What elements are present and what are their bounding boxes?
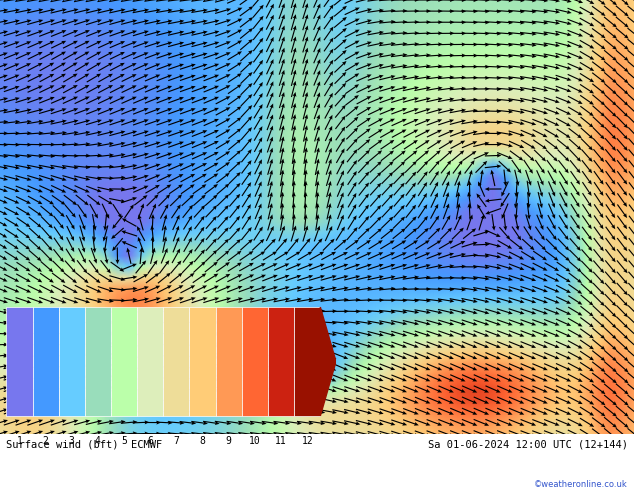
Text: 9: 9 xyxy=(226,436,231,445)
Bar xyxy=(111,307,137,416)
Text: Sa 01-06-2024 12:00 UTC (12+144): Sa 01-06-2024 12:00 UTC (12+144) xyxy=(428,439,628,449)
Polygon shape xyxy=(320,307,336,416)
Text: 4: 4 xyxy=(95,436,101,445)
Bar xyxy=(164,307,190,416)
Bar xyxy=(268,307,294,416)
Text: ©weatheronline.co.uk: ©weatheronline.co.uk xyxy=(534,480,628,489)
Text: 11: 11 xyxy=(275,436,287,445)
Text: 2: 2 xyxy=(42,436,49,445)
Bar xyxy=(190,307,216,416)
Bar xyxy=(6,307,32,416)
Bar xyxy=(85,307,111,416)
Bar xyxy=(137,307,164,416)
Bar xyxy=(59,307,85,416)
Text: 12: 12 xyxy=(301,436,313,445)
Bar xyxy=(32,307,59,416)
Text: 6: 6 xyxy=(147,436,153,445)
Text: Surface wind (bft)  ECMWF: Surface wind (bft) ECMWF xyxy=(6,439,162,449)
Bar xyxy=(216,307,242,416)
Bar xyxy=(242,307,268,416)
Bar xyxy=(294,307,320,416)
Text: 10: 10 xyxy=(249,436,261,445)
Text: 3: 3 xyxy=(69,436,75,445)
Text: 1: 1 xyxy=(16,436,22,445)
Text: 5: 5 xyxy=(121,436,127,445)
Text: 8: 8 xyxy=(200,436,205,445)
Text: 7: 7 xyxy=(174,436,179,445)
